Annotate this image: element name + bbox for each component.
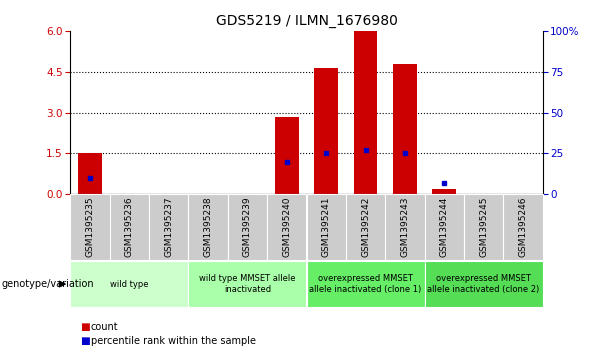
Bar — [385, 194, 424, 260]
Bar — [228, 194, 267, 260]
Bar — [267, 194, 306, 260]
Text: percentile rank within the sample: percentile rank within the sample — [91, 336, 256, 346]
Text: count: count — [91, 322, 118, 332]
Bar — [424, 194, 464, 260]
Text: overexpressed MMSET
allele inactivated (clone 1): overexpressed MMSET allele inactivated (… — [310, 274, 422, 294]
Bar — [306, 194, 346, 260]
Bar — [149, 194, 189, 260]
Bar — [424, 261, 543, 307]
Bar — [189, 261, 306, 307]
Text: GSM1395239: GSM1395239 — [243, 196, 252, 257]
Text: GSM1395241: GSM1395241 — [322, 196, 330, 257]
Text: GSM1395235: GSM1395235 — [86, 196, 94, 257]
Bar — [110, 194, 149, 260]
Text: GSM1395243: GSM1395243 — [400, 196, 409, 257]
Text: GSM1395244: GSM1395244 — [440, 196, 449, 257]
Bar — [314, 68, 338, 194]
Bar — [189, 194, 228, 260]
Bar — [78, 153, 102, 194]
Text: overexpressed MMSET
allele inactivated (clone 2): overexpressed MMSET allele inactivated (… — [427, 274, 539, 294]
Text: GSM1395237: GSM1395237 — [164, 196, 173, 257]
Text: wild type MMSET allele
inactivated: wild type MMSET allele inactivated — [199, 274, 295, 294]
Bar — [503, 194, 543, 260]
Bar — [70, 261, 189, 307]
Text: GSM1395238: GSM1395238 — [204, 196, 213, 257]
Bar — [432, 189, 456, 194]
Text: wild type: wild type — [110, 280, 149, 289]
Text: ■: ■ — [80, 322, 89, 332]
Text: ■: ■ — [80, 336, 89, 346]
Title: GDS5219 / ILMN_1676980: GDS5219 / ILMN_1676980 — [216, 15, 397, 28]
Bar — [306, 261, 424, 307]
Bar — [70, 194, 110, 260]
Text: GSM1395242: GSM1395242 — [361, 196, 370, 257]
Text: genotype/variation: genotype/variation — [1, 279, 94, 289]
Text: GSM1395236: GSM1395236 — [125, 196, 134, 257]
Text: GSM1395246: GSM1395246 — [519, 196, 527, 257]
Text: GSM1395240: GSM1395240 — [283, 196, 291, 257]
Bar — [275, 117, 299, 194]
Bar — [393, 64, 417, 194]
Bar — [464, 194, 503, 260]
Bar — [354, 31, 377, 194]
Text: GSM1395245: GSM1395245 — [479, 196, 488, 257]
Bar — [346, 194, 385, 260]
